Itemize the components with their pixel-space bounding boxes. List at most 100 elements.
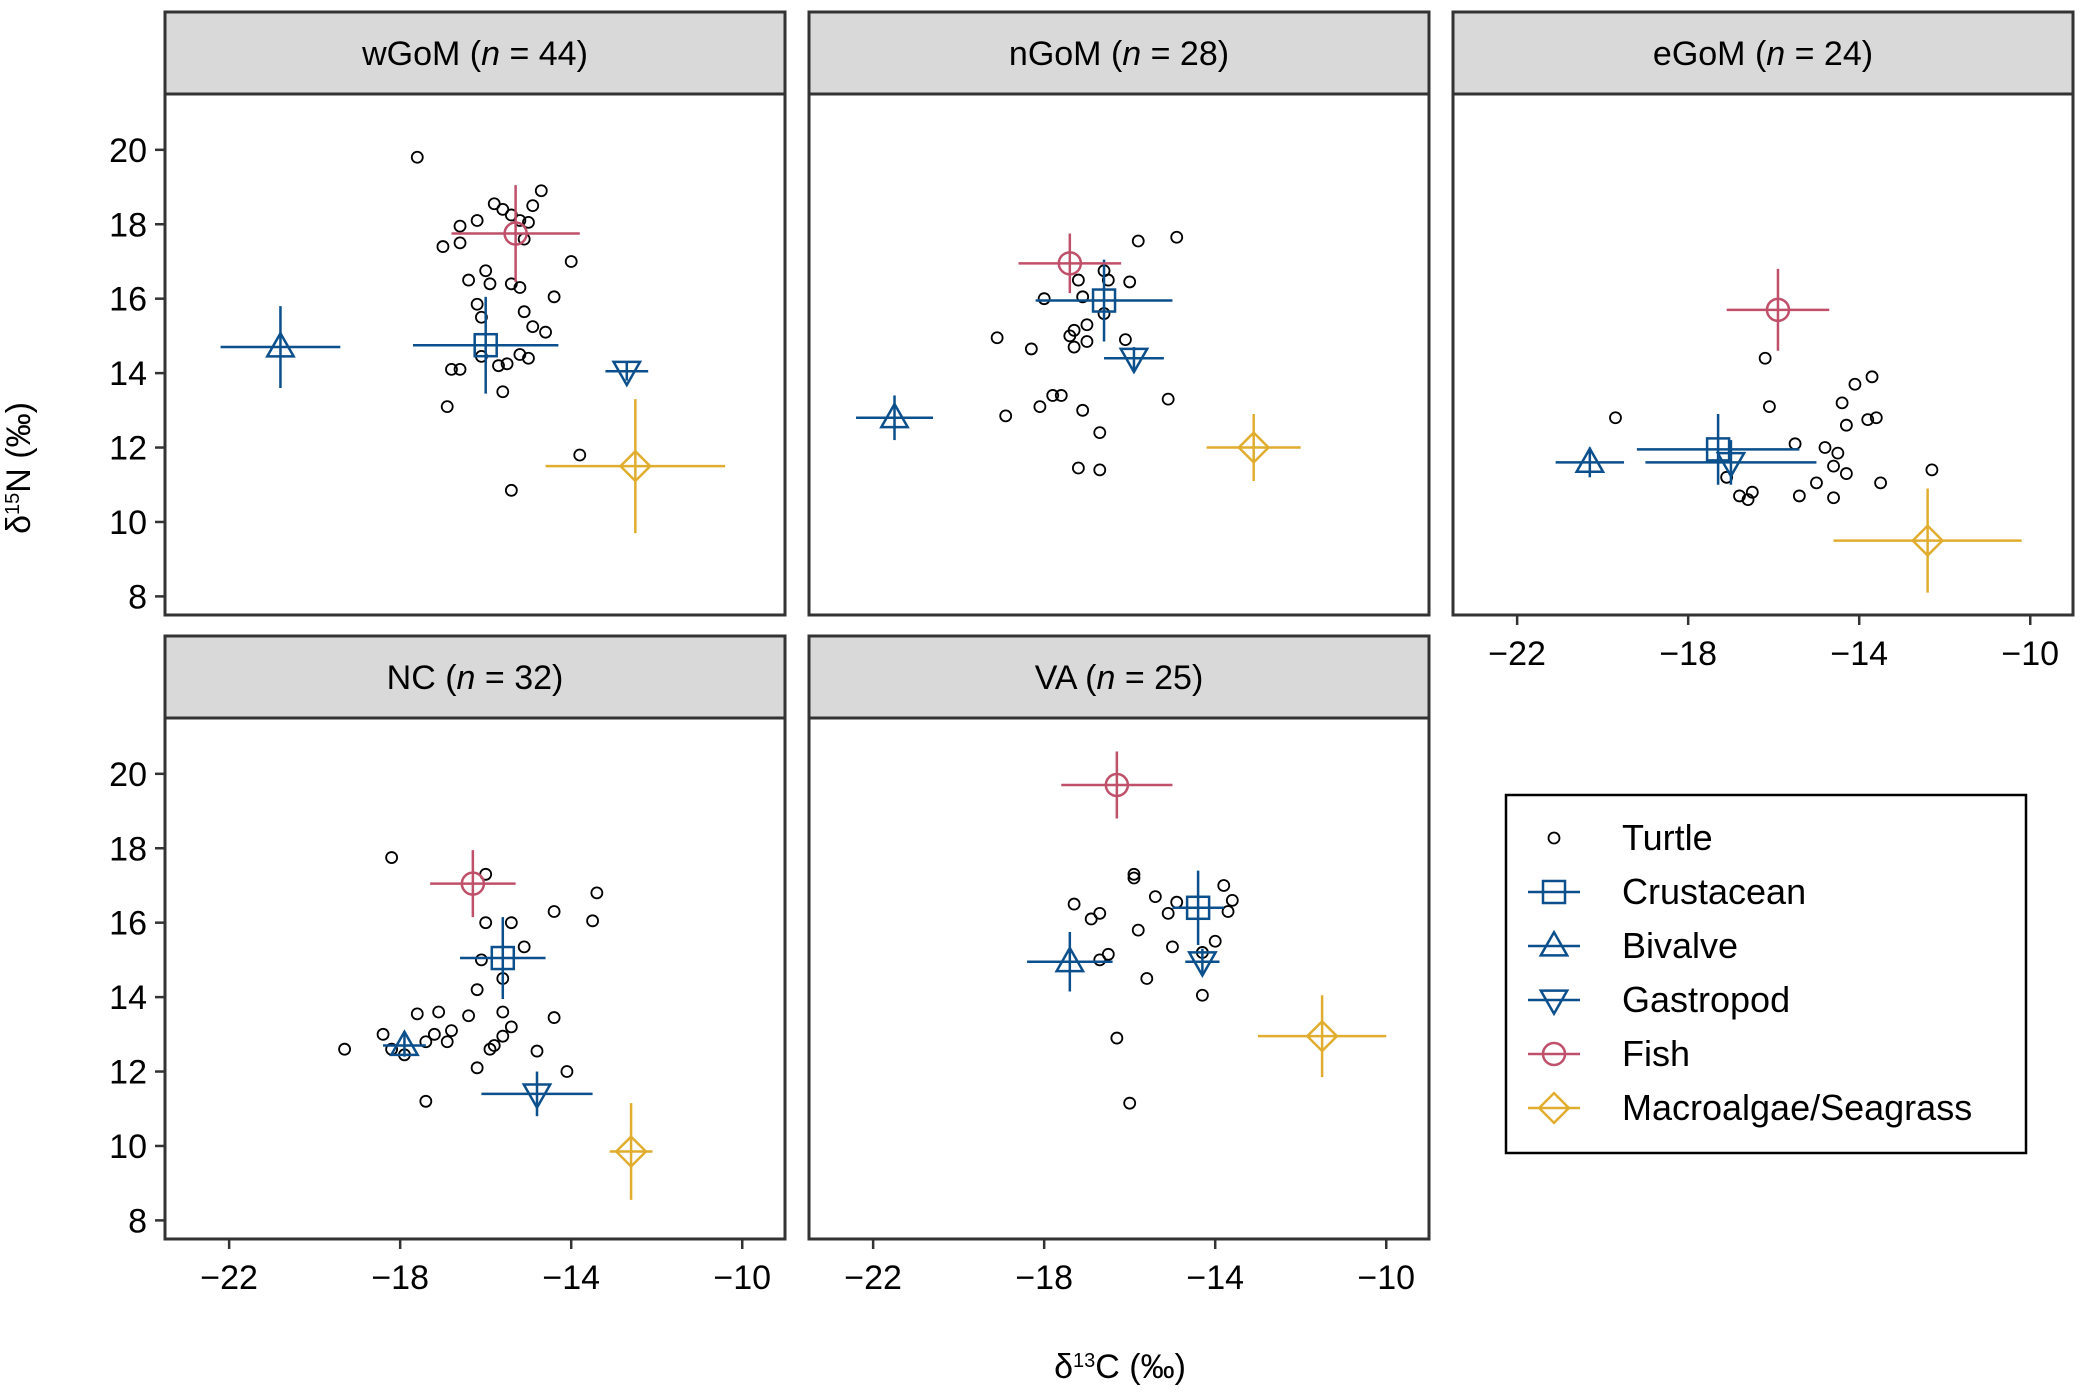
turtle-point <box>1140 972 1154 985</box>
turtle-point <box>492 359 505 373</box>
y-tick-label: 10 <box>109 504 147 542</box>
y-tick-label: 10 <box>109 1128 147 1166</box>
turtle-point <box>1131 234 1145 248</box>
x-tick-label: −14 <box>1830 635 1888 673</box>
panel-n-symbol: n <box>1122 35 1141 73</box>
turtle-point <box>1063 329 1077 343</box>
panel-n-value: = 25) <box>1115 659 1203 697</box>
y-axis-label: δ15N (‰) <box>0 402 38 534</box>
turtle-point <box>462 273 475 287</box>
source-bivalve <box>220 306 341 388</box>
turtle-point <box>504 483 518 497</box>
source-marker <box>879 401 910 429</box>
legend-marker <box>1538 989 1570 1017</box>
source-crustacean <box>460 917 546 999</box>
x-tick-label: −18 <box>1659 635 1717 673</box>
panel-region: nGoM ( <box>1009 35 1123 73</box>
panel-title: nGoM (n = 28) <box>1009 35 1229 73</box>
panel-VA: VA (n = 25) −22 −18 −14 −10 <box>807 634 1431 1297</box>
legend-marker <box>1537 1091 1571 1125</box>
turtle-point <box>999 409 1013 423</box>
turtle-point <box>1609 411 1622 425</box>
panel-n-symbol: n <box>457 659 476 697</box>
source-marker <box>1237 430 1271 465</box>
turtle-point <box>500 357 514 371</box>
turtle-point <box>1076 290 1090 304</box>
panel-eGoM: eGoM (n = 24) −22 −18 −14 −10 <box>1451 10 2075 673</box>
turtle-point <box>479 916 493 930</box>
legend-label: Fish <box>1622 1033 1690 1074</box>
turtle-point <box>1071 461 1085 475</box>
y-tick-label: 14 <box>109 979 147 1017</box>
turtle-points <box>338 851 604 1108</box>
source-fish <box>1018 233 1122 294</box>
turtle-point <box>522 215 535 229</box>
turtle-point <box>1131 923 1145 937</box>
source-bivalve <box>1027 931 1113 992</box>
panel-n-symbol: n <box>481 35 500 73</box>
turtle-point <box>483 277 497 291</box>
turtle-points <box>990 230 1184 477</box>
turtle-point <box>475 953 488 967</box>
turtle-point <box>1758 351 1772 365</box>
turtle-point <box>547 1011 561 1024</box>
turtle-point <box>376 1027 390 1041</box>
x-label-symbol: δ <box>1054 1348 1073 1386</box>
turtle-point <box>560 1065 574 1078</box>
turtle-point <box>419 1094 433 1108</box>
y-label-rest: N (‰) <box>0 402 38 493</box>
panel-header <box>163 10 787 96</box>
turtle-point <box>440 400 454 414</box>
turtle-point <box>1080 318 1094 332</box>
panel-n-value: = 28) <box>1141 35 1229 73</box>
x-tick-label: −22 <box>1488 635 1546 673</box>
legend-entry: Gastropod <box>1528 979 1790 1020</box>
turtle-point <box>1217 879 1231 892</box>
legend-marker <box>1547 831 1561 845</box>
y-label-symbol: δ <box>0 515 38 534</box>
source-marker <box>1715 451 1747 479</box>
turtle-point <box>1119 333 1132 347</box>
x-tick-label: −10 <box>1357 1259 1415 1297</box>
y-tick-label: 8 <box>128 1202 147 1240</box>
turtle-point <box>1792 489 1806 503</box>
turtle-points <box>410 150 587 497</box>
panel-nGoM: nGoM (n = 28) <box>807 10 1431 617</box>
turtle-point <box>1093 426 1107 440</box>
legend-label: Macroalgae/Seagrass <box>1622 1087 1972 1128</box>
source-marker <box>473 332 498 358</box>
legend: Turtle Crustacean Bivalve Gastropod Fish Macr… <box>1504 793 2028 1155</box>
panel-title: eGoM (n = 24) <box>1653 35 1873 73</box>
source-marker <box>1911 523 1945 558</box>
source-marker <box>1091 288 1117 313</box>
source-marker <box>1305 1019 1339 1053</box>
turtle-point <box>1839 467 1853 480</box>
plot-area <box>807 716 1431 1241</box>
panel-region: VA ( <box>1035 659 1097 697</box>
panel-n-value: = 24) <box>1785 35 1873 73</box>
turtle-point <box>1101 947 1115 961</box>
source-crustacean <box>1636 414 1800 485</box>
legend-entry: Turtle <box>1547 817 1713 858</box>
turtle-point <box>1221 905 1235 918</box>
source-bivalve <box>383 1029 426 1057</box>
panel-region: eGoM ( <box>1653 35 1767 73</box>
turtle-point <box>1831 446 1845 460</box>
turtle-point <box>410 150 424 164</box>
source-marker <box>460 871 486 896</box>
turtle-point <box>1127 867 1141 881</box>
x-tick-label: −22 <box>200 1259 258 1297</box>
y-tick-label: 12 <box>109 430 147 468</box>
turtle-point <box>1827 491 1840 505</box>
turtle-point <box>1076 403 1090 417</box>
legend-marker <box>1541 879 1567 905</box>
turtle-point <box>470 1061 484 1075</box>
source-gastropod <box>1104 347 1164 375</box>
turtle-point <box>539 325 552 339</box>
y-tick-label: 14 <box>109 355 147 393</box>
turtle-point <box>427 1027 441 1041</box>
panel-n-value: = 44) <box>500 35 588 73</box>
x-tick-label: −14 <box>1186 1259 1244 1297</box>
source-gastropod <box>605 360 649 388</box>
